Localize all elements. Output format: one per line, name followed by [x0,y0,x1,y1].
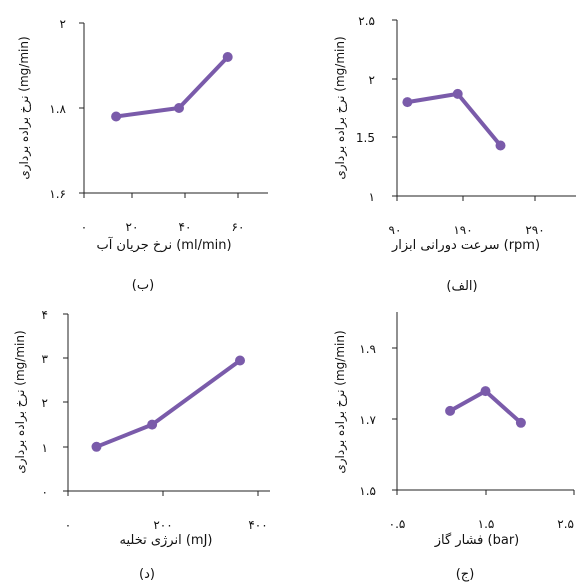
chart-dal-series-line [94,358,242,449]
chart-dal-ytick-label: ۱ [42,441,48,455]
chart-jim-xtick-label: ۲.۵ [557,517,574,531]
chart-jim-ytick-label: ۱.۵ [359,484,376,498]
chart-b-xtick-label: ۰ [81,220,87,234]
chart-jim-point [445,405,456,416]
chart-dal-caption: (د) [139,567,155,582]
chart-dal-point [147,419,158,430]
chart-alef-ylabel: نرخ براده برداری (mg/min) [333,36,348,179]
chart-dal-xtick-label: ۰ [65,518,71,532]
chart-b-xtick-label: ۶۰ [232,220,245,234]
chart-b-point [111,111,122,122]
chart-alef-ytick-label: ۱ [369,190,375,204]
chart-alef-xlabel: سرعت دورانی ابزار (rpm) [391,238,540,253]
chart-b-series-line [114,55,230,119]
chart-alef-xtick-label: ۲۹۰ [525,223,544,237]
chart-jim-point [480,386,491,397]
chart-b: ۱.۶ ۱.۸ ۲ ۰ ۲۰ ۴۰ ۶۰ نرخ جریان آب (ml/mi… [17,17,268,293]
chart-jim-ylabel: نرخ براده برداری (mg/min) [333,330,348,473]
chart-alef-xtick-label: ۱۹۰ [453,223,472,237]
chart-b-ytick-label: ۲ [60,17,66,31]
chart-jim-xlabel: فشار گاز (bar) [434,532,519,548]
chart-dal-ylabel: نرخ براده برداری (mg/min) [13,330,28,473]
chart-jim-ytick-label: ۱.۹ [359,342,376,356]
chart-jim: ۱.۵ ۱.۷ ۱.۹ ۰.۵ ۱.۵ ۲.۵ فشار گاز (bar) ن… [333,312,575,582]
chart-b-xlabel: نرخ جریان آب (ml/min) [96,236,231,253]
chart-jim-ytick-label: ۱.۷ [359,413,376,427]
chart-b-point [222,52,233,62]
chart-b-caption: (ب) [132,278,154,293]
chart-alef-series-line [405,91,503,148]
chart-dal-ytick-label: ۲ [42,396,48,410]
chart-jim-xtick-label: ۱.۵ [478,517,495,531]
chart-b-point [174,103,184,113]
chart-dal-ytick-label: ۴ [42,308,48,322]
chart-alef: ۱ 1.5 ۲ ۲.۵ ۹۰ ۱۹۰ ۲۹۰ سرعت دورانی ابزار… [333,14,576,294]
chart-dal-xtick-label: ۴۰۰ [248,518,267,532]
chart-alef-ytick-label: ۲ [369,73,375,87]
chart-dal-xtick-label: ۲۰۰ [153,518,172,532]
chart-b-ytick-label: ۱.۶ [49,187,66,201]
chart-dal-ytick-label: ۳ [42,352,49,366]
chart-alef-ytick-label: ۲.۵ [358,14,375,28]
chart-jim-point [515,417,526,428]
chart-dal-ytick-label: ۰ [42,485,48,499]
chart-b-ylabel: نرخ براده برداری (mg/min) [17,36,32,179]
chart-alef-point [452,88,463,99]
chart-alef-point [402,97,413,108]
chart-dal-point [91,441,102,452]
chart-alef-ytick-label: 1.5 [356,131,375,145]
chart-jim-xtick-label: ۰.۵ [389,517,406,531]
chart-alef-point [495,140,506,151]
chart-b-xtick-label: ۴۰ [179,220,192,234]
chart-dal: ۰ ۱ ۲ ۳ ۴ ۰ ۲۰۰ ۴۰۰ انرژی تخلیه (mJ) نرخ… [13,308,270,582]
chart-b-ytick-label: ۱.۸ [49,102,66,116]
chart-alef-caption: (الف) [446,279,477,294]
chart-alef-xtick-label: ۹۰ [389,223,402,237]
chart-dal-point [235,355,245,366]
chart-b-xtick-label: ۲۰ [126,220,139,234]
chart-jim-caption: (ج) [456,567,475,582]
chart-dal-xlabel: انرژی تخلیه (mJ) [120,533,213,548]
